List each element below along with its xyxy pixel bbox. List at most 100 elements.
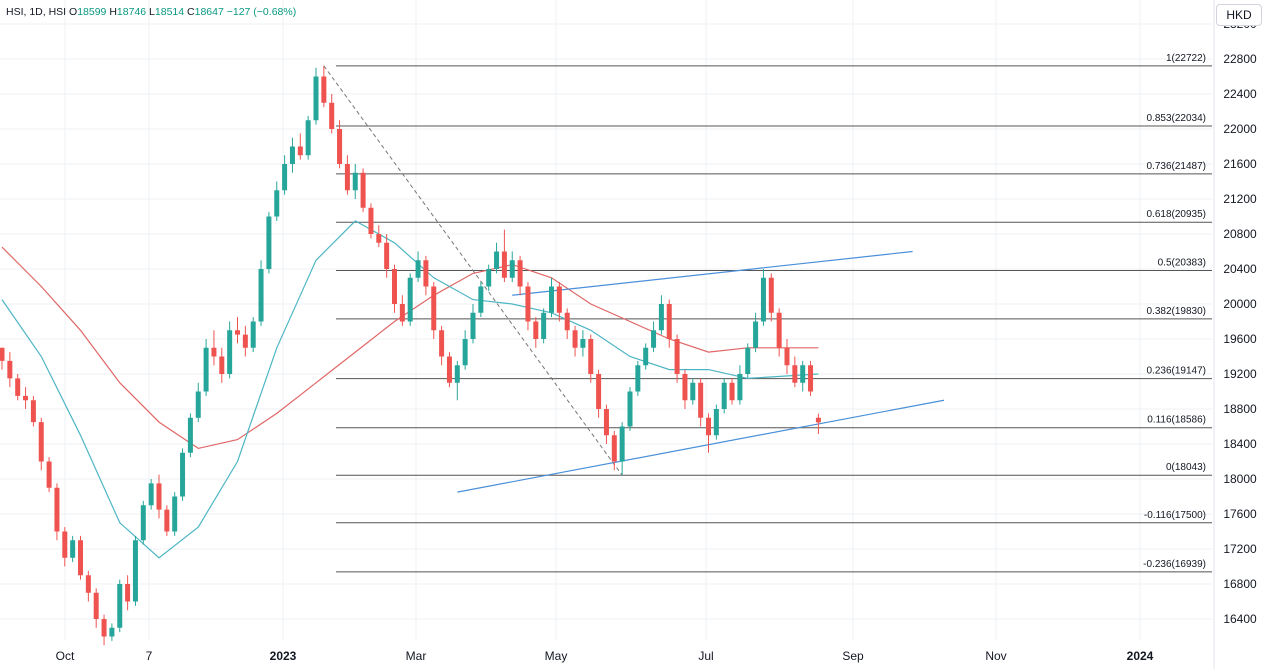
moving-average-fast-line	[1, 220, 819, 559]
candle-body	[784, 347, 790, 366]
candle-body	[211, 347, 217, 357]
fib-level-label: 0.736(21487)	[1147, 161, 1207, 172]
fib-level-label: -0.116(17500)	[1144, 510, 1206, 521]
candle-body	[627, 391, 633, 427]
x-tick-label: May	[545, 649, 568, 663]
candle-body	[297, 146, 303, 156]
candle-body	[313, 76, 319, 121]
candle-body	[62, 531, 68, 558]
candle-body	[289, 146, 295, 164]
x-tick-label: Mar	[406, 649, 427, 663]
candle-body	[85, 575, 91, 593]
candle-body	[776, 312, 782, 348]
candle-body	[54, 487, 60, 532]
candle-body	[321, 76, 327, 103]
candle-body	[439, 330, 445, 357]
fib-layer: 1(22722) 0.853(22034) 0.736(21487) 0.618(20…	[336, 53, 1212, 573]
candle-body	[368, 207, 374, 234]
fib-trend-dashed-line	[323, 65, 623, 476]
candle-body	[282, 164, 288, 191]
candle-body	[415, 260, 421, 278]
candle-body	[30, 400, 36, 423]
x-tick-label: Oct	[56, 649, 75, 663]
change-value: −127 (−0.68%)	[226, 6, 297, 18]
candle-body	[117, 584, 123, 628]
candle-body	[525, 286, 531, 322]
fib-level-label: 0.382(19830)	[1147, 306, 1207, 317]
candle-body	[760, 277, 766, 322]
candle-body	[329, 102, 335, 129]
candle-body	[376, 234, 382, 243]
candle-body	[768, 277, 774, 313]
candle-body	[70, 540, 76, 558]
y-tick-label: 16400	[1223, 612, 1257, 626]
candle-body	[352, 172, 358, 191]
candle-body	[38, 422, 44, 462]
candle-body	[729, 382, 735, 401]
candle-body	[180, 452, 186, 497]
candle-body	[658, 304, 664, 331]
candle-body	[384, 242, 390, 269]
candle-body	[745, 347, 751, 374]
candle-body	[815, 417, 821, 423]
y-tick-label: 22000	[1223, 122, 1257, 136]
candle-body	[15, 378, 21, 396]
candle-body	[337, 129, 343, 164]
candle-body	[446, 356, 452, 383]
y-tick-label: 18000	[1223, 472, 1257, 486]
candle-body	[635, 365, 641, 392]
y-tick-label: 22800	[1223, 52, 1257, 66]
candle-body	[486, 269, 492, 287]
candle-body	[470, 312, 476, 339]
candle-body	[800, 365, 806, 383]
y-tick-label: 17200	[1223, 542, 1257, 556]
candle-body	[360, 172, 366, 208]
candle-body	[125, 584, 131, 602]
candle-body	[674, 339, 680, 374]
candle-body	[219, 356, 225, 374]
x-tick-label: Sep	[842, 649, 864, 663]
candle-body	[0, 347, 5, 361]
candle-body	[549, 286, 554, 313]
x-tick-label: 2023	[270, 649, 297, 663]
candle-body	[454, 365, 460, 383]
candle-body	[203, 347, 209, 392]
y-tick-label: 19200	[1223, 367, 1257, 381]
ohlc-header: HSI, 1D, HSI O18599 H18746 L18514 C18647…	[6, 6, 296, 18]
x-tick-label: 2024	[1127, 649, 1154, 663]
candle-body	[258, 269, 264, 322]
candle-body	[517, 260, 523, 287]
moving-average-slow-line	[1, 246, 819, 450]
candle-body	[431, 286, 437, 331]
y-tick-label: 21200	[1223, 192, 1257, 206]
candle-body	[494, 251, 500, 269]
candle-body	[564, 312, 570, 331]
candle-body	[23, 395, 29, 401]
y-tick-label: 18800	[1223, 402, 1257, 416]
y-tick-label: 18400	[1223, 437, 1257, 451]
candle-body	[706, 417, 711, 436]
candle-body	[148, 483, 154, 506]
candle-body	[109, 627, 115, 637]
candle-body	[643, 347, 649, 366]
candle-body	[392, 269, 397, 304]
candle-body	[651, 330, 657, 348]
currency-button[interactable]: HKD	[1216, 4, 1262, 26]
candle-body	[596, 374, 602, 409]
low-label: L	[149, 6, 155, 18]
fib-level-label: -0.236(16939)	[1143, 559, 1206, 570]
candle-body	[242, 334, 248, 348]
candle-body	[227, 330, 233, 374]
candle-body	[666, 304, 672, 339]
candle-body	[274, 190, 280, 217]
candle-body	[603, 409, 609, 436]
y-tick-label: 20000	[1223, 297, 1257, 311]
high-value: 18746	[116, 6, 147, 18]
candle-body	[698, 382, 704, 418]
y-tick-label: 17600	[1223, 507, 1257, 521]
candle-body	[172, 496, 178, 532]
y-tick-label: 22400	[1223, 87, 1257, 101]
candle-body	[101, 619, 107, 637]
candle-body	[611, 435, 617, 462]
